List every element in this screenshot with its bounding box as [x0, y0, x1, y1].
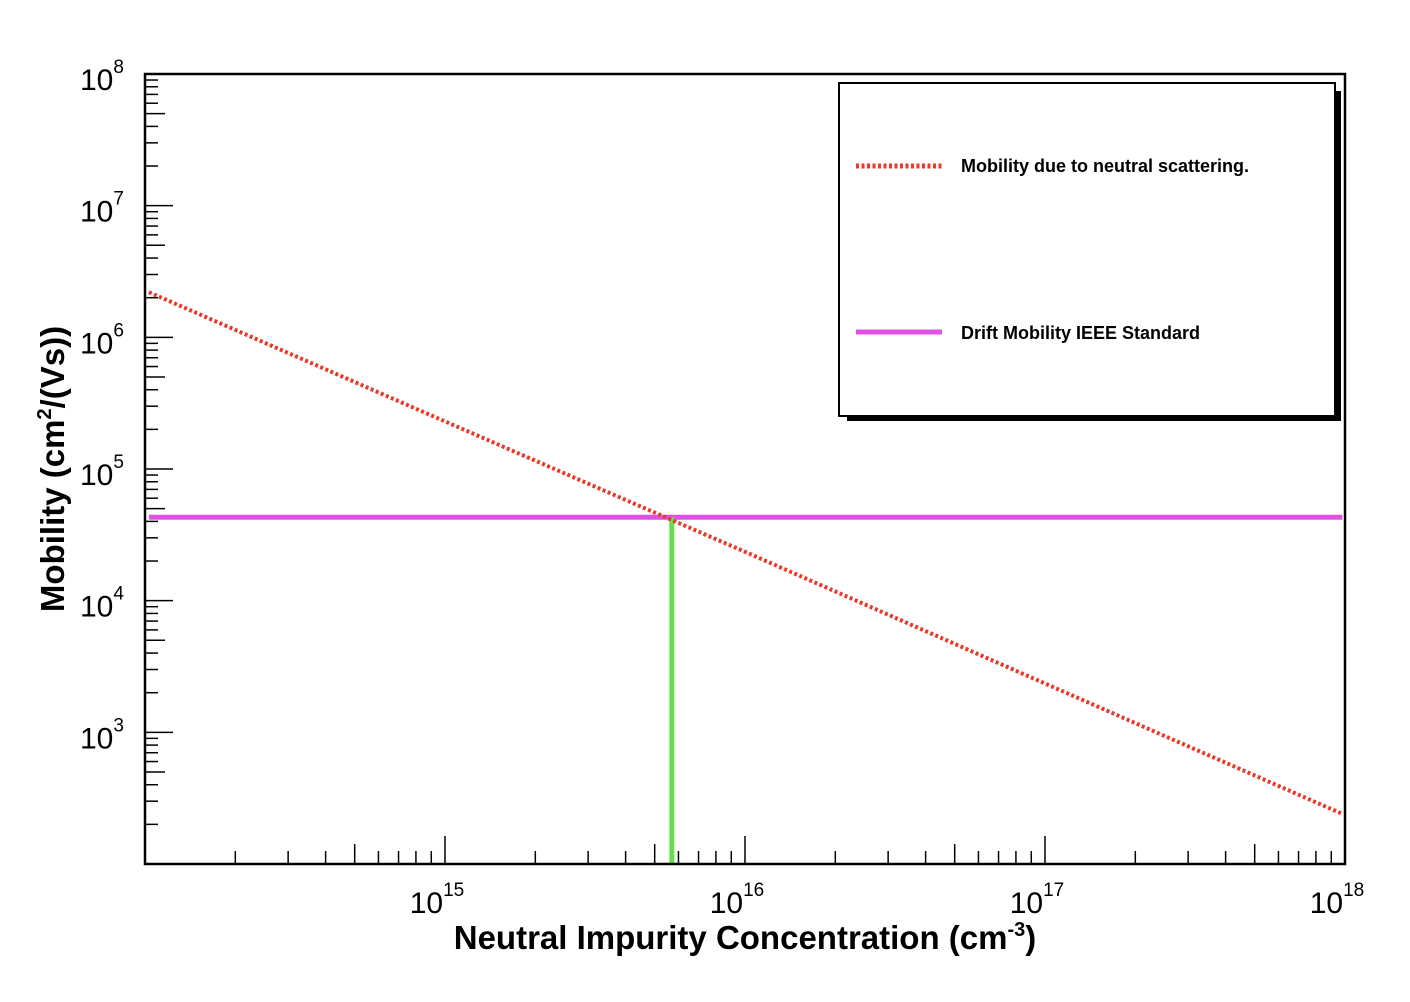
x-tick-label: 1018 — [1310, 880, 1365, 920]
x-tick-label: 1017 — [1010, 880, 1065, 920]
x-tick-labels: 1015 1016 1017 1018 — [410, 880, 1365, 920]
y-axis-title: Mobility (cm2/(Vs)) — [34, 326, 71, 612]
legend-label-ieee-standard: Drift Mobility IEEE Standard — [961, 323, 1200, 343]
plot-series — [148, 290, 1344, 864]
y-tick-labels: 103 104 105 106 107 108 — [80, 57, 124, 755]
y-tick-label: 107 — [80, 189, 124, 229]
legend: Mobility due to neutral scattering. Drif… — [838, 82, 1341, 421]
x-axis-title: Neutral Impurity Concentration (cm-3) — [454, 919, 1037, 956]
y-tick-label: 104 — [80, 584, 124, 624]
axis-ticks — [144, 73, 1333, 865]
y-tick-label: 103 — [80, 715, 124, 755]
x-tick-label: 1016 — [710, 880, 765, 920]
x-tick-label: 1015 — [410, 880, 465, 920]
y-tick-label: 108 — [80, 57, 124, 97]
y-tick-label: 106 — [80, 320, 124, 360]
y-tick-label: 105 — [80, 452, 124, 492]
legend-label-neutral-scattering: Mobility due to neutral scattering. — [961, 156, 1249, 176]
legend-box — [838, 82, 1336, 417]
plot-frame — [143, 72, 1347, 866]
